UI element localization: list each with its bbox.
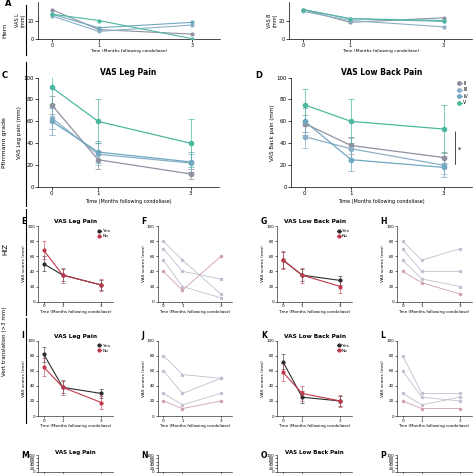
X-axis label: Time (Months following condoliase): Time (Months following condoliase) [278, 424, 351, 428]
Title: VAS Leg Pain: VAS Leg Pain [54, 334, 97, 339]
Text: L: L [381, 331, 385, 340]
Text: P: P [381, 451, 386, 460]
Y-axis label: VAS scores (mm): VAS scores (mm) [22, 360, 26, 397]
Y-axis label: VAS scores (mm): VAS scores (mm) [381, 360, 385, 397]
Text: F: F [141, 217, 146, 226]
Text: D: D [255, 71, 262, 80]
Y-axis label: VAS scores (mm): VAS scores (mm) [142, 246, 146, 282]
X-axis label: Time (Months following condoliase): Time (Months following condoliase) [338, 199, 425, 204]
Y-axis label: VAS scores (mm): VAS scores (mm) [261, 246, 265, 282]
Text: H: H [381, 217, 387, 226]
Text: E: E [21, 217, 27, 226]
Y-axis label: VAS scores (mm): VAS scores (mm) [142, 360, 146, 397]
Title: VAS Low Back Pain: VAS Low Back Pain [285, 450, 344, 455]
Legend: Yes, No: Yes, No [97, 228, 110, 239]
Title: VAS Low Back Pain: VAS Low Back Pain [283, 334, 346, 339]
X-axis label: Tme (Months following condoliase): Tme (Months following condoliase) [159, 310, 231, 314]
Text: J: J [141, 331, 144, 340]
X-axis label: Time (Months following condoliase): Time (Months following condoliase) [342, 49, 419, 53]
Title: VAS Low Back Pain: VAS Low Back Pain [283, 219, 346, 224]
Y-axis label: VAS scores (mm): VAS scores (mm) [381, 246, 385, 282]
Y-axis label: VAS B
(mm): VAS B (mm) [267, 13, 278, 28]
Text: A: A [5, 0, 12, 9]
X-axis label: Tme (Months following condoliase): Tme (Months following condoliase) [399, 424, 470, 428]
Y-axis label: VAS L
(mm): VAS L (mm) [15, 14, 26, 27]
X-axis label: Time (Months following condoliase): Time (Months following condoliase) [278, 310, 351, 314]
X-axis label: Tme (Months following condoliase): Tme (Months following condoliase) [399, 310, 470, 314]
X-axis label: Time (Months following condoliase): Time (Months following condoliase) [39, 424, 111, 428]
Title: VAS Low Back Pain: VAS Low Back Pain [341, 68, 422, 77]
Text: I: I [21, 331, 24, 340]
Text: *: * [458, 147, 461, 153]
Text: Vert translation (>3 mm): Vert translation (>3 mm) [2, 307, 8, 376]
Title: VAS Leg Pain: VAS Leg Pain [100, 68, 156, 77]
Text: N: N [141, 451, 147, 460]
X-axis label: Time (Months following condoliase): Time (Months following condoliase) [91, 49, 168, 53]
Y-axis label: VAS scores (mm): VAS scores (mm) [22, 246, 26, 282]
Y-axis label: VAS Leg pain (mm): VAS Leg pain (mm) [17, 106, 22, 159]
Text: K: K [261, 331, 267, 340]
Legend: Yes, No: Yes, No [97, 343, 110, 354]
Text: HIZ: HIZ [2, 243, 9, 255]
Text: O: O [261, 451, 267, 460]
X-axis label: Time (Months following condoliase): Time (Months following condoliase) [39, 310, 111, 314]
Legend: Yes, No: Yes, No [336, 343, 350, 354]
Text: C: C [2, 71, 8, 80]
X-axis label: Tme (Months following condoliase): Tme (Months following condoliase) [159, 424, 231, 428]
Y-axis label: VAS Back pain (mm): VAS Back pain (mm) [270, 104, 275, 161]
Legend: II, III, IV, V: II, III, IV, V [456, 80, 469, 106]
Text: Pfirrmann grade: Pfirrmann grade [2, 117, 8, 168]
Title: VAS Leg Pain: VAS Leg Pain [55, 450, 96, 455]
Y-axis label: VAS scores (mm): VAS scores (mm) [261, 360, 265, 397]
Text: Hern: Hern [2, 23, 8, 38]
Text: G: G [261, 217, 267, 226]
Title: VAS Leg Pain: VAS Leg Pain [54, 219, 97, 224]
X-axis label: Time (Months following condoliase): Time (Months following condoliase) [85, 199, 172, 204]
Legend: Yes, No: Yes, No [336, 228, 350, 239]
Text: M: M [21, 451, 29, 460]
